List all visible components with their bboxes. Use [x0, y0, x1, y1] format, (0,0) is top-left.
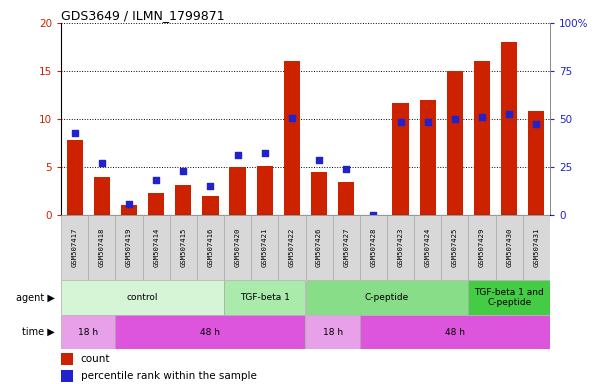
Text: percentile rank within the sample: percentile rank within the sample — [81, 371, 257, 381]
Bar — [387, 215, 414, 280]
Point — [287, 115, 297, 121]
Text: 48 h: 48 h — [445, 328, 465, 337]
Point — [423, 119, 433, 125]
Point — [178, 168, 188, 174]
Bar — [148, 193, 164, 215]
Bar — [496, 215, 523, 280]
Point — [70, 131, 79, 137]
Bar — [67, 140, 83, 215]
Bar — [528, 111, 544, 215]
Point — [205, 183, 215, 189]
Bar — [474, 61, 490, 215]
Bar — [279, 215, 306, 280]
Bar — [306, 280, 469, 315]
Bar — [338, 182, 354, 215]
Bar — [414, 215, 441, 280]
Text: 18 h: 18 h — [78, 328, 98, 337]
Point — [260, 149, 269, 156]
Point — [97, 160, 107, 166]
Bar — [88, 215, 115, 280]
Bar — [61, 280, 224, 315]
Text: 48 h: 48 h — [200, 328, 221, 337]
Point — [477, 114, 487, 120]
Point — [396, 119, 406, 125]
Bar — [523, 215, 550, 280]
Point — [342, 166, 351, 172]
Text: agent ▶: agent ▶ — [16, 293, 55, 303]
Bar — [469, 280, 550, 315]
Text: GDS3649 / ILMN_1799871: GDS3649 / ILMN_1799871 — [61, 9, 225, 22]
Text: GSM507421: GSM507421 — [262, 228, 268, 267]
Text: GSM507416: GSM507416 — [208, 228, 213, 267]
Bar — [251, 215, 279, 280]
Text: GSM507415: GSM507415 — [180, 228, 186, 267]
Text: GSM507427: GSM507427 — [343, 228, 349, 267]
Bar — [197, 215, 224, 280]
Bar — [306, 215, 332, 280]
Bar — [469, 215, 496, 280]
Text: GSM507431: GSM507431 — [533, 228, 540, 267]
Bar — [447, 71, 463, 215]
Text: count: count — [81, 354, 110, 364]
Text: GSM507426: GSM507426 — [316, 228, 322, 267]
Text: GSM507429: GSM507429 — [479, 228, 485, 267]
Bar — [142, 215, 170, 280]
Bar — [61, 315, 115, 349]
Text: GSM507419: GSM507419 — [126, 228, 132, 267]
Text: control: control — [127, 293, 158, 302]
Bar — [420, 100, 436, 215]
Bar — [360, 215, 387, 280]
Bar — [61, 353, 73, 365]
Text: GSM507420: GSM507420 — [235, 228, 241, 267]
Text: time ▶: time ▶ — [22, 327, 55, 337]
Bar — [170, 215, 197, 280]
Bar — [332, 215, 360, 280]
Bar — [115, 215, 142, 280]
Text: GSM507428: GSM507428 — [370, 228, 376, 267]
Text: TGF-beta 1 and
C-peptide: TGF-beta 1 and C-peptide — [474, 288, 544, 307]
Bar — [360, 315, 550, 349]
Text: GSM507414: GSM507414 — [153, 228, 159, 267]
Bar — [121, 205, 137, 215]
Point — [450, 116, 459, 122]
Bar — [61, 370, 73, 382]
Bar — [392, 103, 409, 215]
Text: GSM507422: GSM507422 — [289, 228, 295, 267]
Bar — [501, 42, 518, 215]
Point — [233, 152, 243, 158]
Bar — [311, 172, 327, 215]
Bar — [257, 166, 273, 215]
Bar — [224, 280, 306, 315]
Text: 18 h: 18 h — [323, 328, 343, 337]
Bar — [93, 177, 110, 215]
Point — [314, 157, 324, 164]
Bar — [61, 215, 88, 280]
Text: GSM507425: GSM507425 — [452, 228, 458, 267]
Bar — [441, 215, 469, 280]
Bar — [224, 215, 251, 280]
Bar — [306, 315, 360, 349]
Text: GSM507418: GSM507418 — [99, 228, 105, 267]
Bar — [175, 185, 191, 215]
Text: GSM507430: GSM507430 — [506, 228, 512, 267]
Bar — [284, 61, 300, 215]
Bar — [115, 315, 306, 349]
Point — [368, 212, 378, 218]
Text: C-peptide: C-peptide — [365, 293, 409, 302]
Text: GSM507423: GSM507423 — [398, 228, 403, 267]
Bar — [230, 167, 246, 215]
Text: GSM507424: GSM507424 — [425, 228, 431, 267]
Text: TGF-beta 1: TGF-beta 1 — [240, 293, 290, 302]
Bar — [202, 196, 219, 215]
Point — [124, 200, 134, 207]
Point — [504, 111, 514, 118]
Text: GSM507417: GSM507417 — [71, 228, 78, 267]
Point — [152, 177, 161, 183]
Point — [532, 121, 541, 127]
